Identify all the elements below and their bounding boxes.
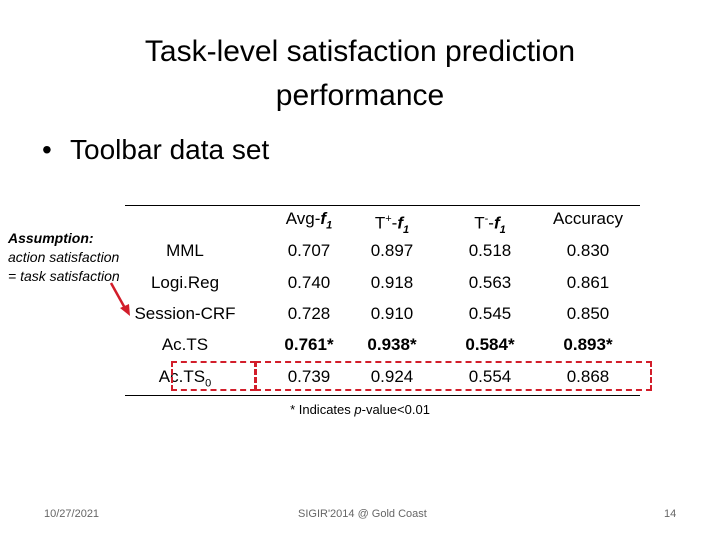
footer-venue: SIGIR'2014 @ Gold Coast [298,508,427,520]
footer-page-number: 14 [664,508,677,520]
title-line-2: performance [275,79,445,112]
assumption-note: Assumption: action satisfaction = task s… [8,229,123,286]
highlight-box-method [171,361,256,391]
table-cell: 0.740 [287,273,331,292]
table-cell: 0.761* [284,335,334,354]
table-cell: 0.893* [563,335,613,354]
table-header: T+-f1 [374,213,410,237]
title-line-1: Task-level satisfaction prediction [144,35,576,68]
footnote: * Indicates p-value<0.01 [290,402,430,417]
table-cell: 0.850 [566,304,610,323]
table-cell: 0.739 [287,367,331,386]
slide-title: Task-level satisfaction prediction perfo… [0,30,720,118]
table-top-rule [125,205,640,206]
highlight-box-values [255,361,652,391]
table-cell: 0.910 [370,304,414,323]
footer-date: 10/27/2021 [44,508,100,520]
table-cell: 0.518 [468,241,512,260]
table-header: Avg-f1 [285,209,333,232]
row-method-name: Session-CRF [134,304,236,323]
table-cell: 0.938* [367,335,417,354]
table-cell: 0.584* [465,335,515,354]
table-cell: 0.554 [468,367,512,386]
bullet-text: Toolbar data set [70,134,270,165]
table-cell: 0.545 [468,304,512,323]
table-cell: 0.563 [468,273,512,292]
table-cell: 0.868 [566,367,610,386]
table-header: T--f1 [474,213,506,237]
table-cell: 0.707 [287,241,331,260]
note-text: action satisfaction = task satisfaction [8,249,120,284]
bullet-item: • Toolbar data set [42,130,269,170]
row-method-name: MML [166,241,204,260]
table-cell: 0.861 [566,273,610,292]
red-arrow-icon [109,282,130,316]
note-label: Assumption: [8,230,94,246]
table-cell: 0.918 [370,273,414,292]
table-cell: 0.924 [370,367,414,386]
row-method-name: Ac.TS0 [158,367,212,390]
table-cell: 0.830 [566,241,610,260]
row-method-name: Ac.TS [161,335,209,354]
bullet-dot-icon: • [42,134,52,165]
table-cell: 0.897 [370,241,414,260]
row-method-name: Logi.Reg [150,273,220,292]
table-header: Accuracy [553,209,623,228]
table-cell: 0.728 [287,304,331,323]
table-bottom-rule [125,395,640,396]
